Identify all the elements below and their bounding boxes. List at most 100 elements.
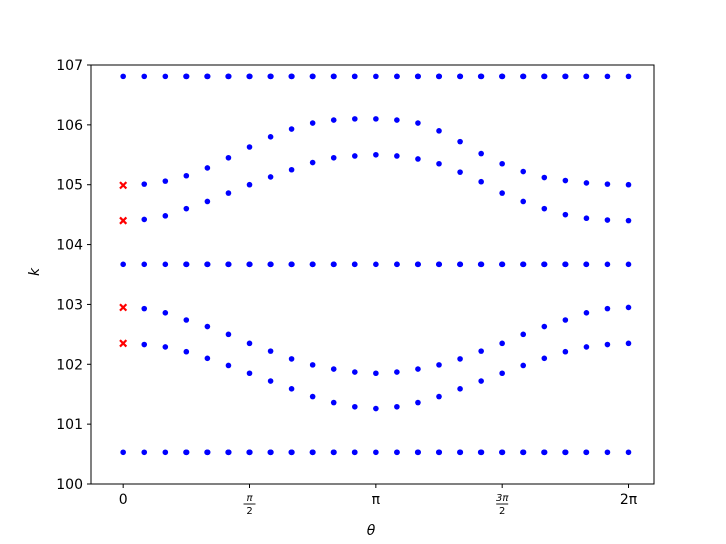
x-tick-label: π — [372, 492, 381, 508]
flat-band-point — [436, 449, 443, 456]
band-point — [204, 323, 211, 330]
band-point — [309, 362, 316, 368]
flat-band-point — [289, 261, 295, 268]
x-marker-point — [119, 181, 128, 190]
band-point — [204, 198, 211, 205]
band-point — [246, 370, 253, 377]
band-point — [225, 331, 232, 338]
flat-band-point — [499, 73, 506, 80]
band-point — [225, 190, 232, 196]
band-point — [583, 310, 590, 316]
band-point — [541, 355, 548, 362]
band-point — [478, 378, 484, 384]
band-point — [625, 304, 632, 311]
flat-band-point — [289, 449, 295, 456]
band-point — [183, 348, 190, 355]
band-point — [373, 116, 379, 122]
band-point — [436, 128, 442, 134]
band-point — [394, 403, 400, 410]
flat-band-point — [415, 449, 421, 456]
band-point — [394, 369, 400, 375]
flat-band-point — [541, 261, 548, 268]
flat-band-point — [141, 261, 148, 268]
band-point — [520, 362, 527, 369]
flat-band-point — [225, 73, 232, 80]
band-point — [583, 344, 590, 350]
flat-band-point — [373, 261, 379, 268]
band-point — [288, 356, 295, 362]
band-point — [625, 181, 632, 188]
flat-band-point — [204, 449, 211, 456]
band-point — [415, 366, 421, 372]
data-marks — [119, 73, 632, 456]
flat-band-point — [457, 261, 464, 268]
band-point — [457, 356, 463, 362]
flat-band-point — [478, 261, 485, 268]
band-point — [562, 317, 569, 323]
band-point — [499, 190, 505, 196]
band-point — [520, 168, 527, 175]
y-tick-label: 102 — [56, 357, 83, 373]
band-point — [457, 386, 463, 392]
flat-band-point — [625, 73, 632, 80]
band-point — [373, 151, 379, 158]
flat-band-point — [562, 73, 569, 80]
flat-band-point — [331, 261, 337, 268]
flat-band-point — [457, 449, 464, 456]
band-point — [562, 211, 569, 218]
x-tick-label: π2 — [243, 493, 256, 517]
flat-band-point — [541, 449, 548, 456]
x-axis-label: θ — [367, 523, 376, 539]
flat-band-point — [625, 261, 632, 268]
band-point — [309, 393, 316, 400]
y-tick-label: 104 — [56, 238, 83, 254]
axes-frame — [90, 64, 655, 485]
band-point — [373, 405, 379, 412]
band-point — [520, 198, 527, 205]
band-point — [309, 159, 316, 166]
band-point — [520, 331, 527, 338]
y-tick-label: 106 — [56, 118, 83, 134]
band-point — [225, 154, 232, 161]
flat-band-point — [289, 73, 295, 80]
band-point — [478, 150, 484, 157]
flat-band-point — [394, 73, 400, 80]
flat-band-point — [436, 73, 443, 80]
svg-text:2: 2 — [499, 506, 505, 517]
band-point — [162, 310, 169, 316]
flat-band-point — [352, 73, 358, 80]
band-point — [267, 378, 274, 384]
flat-band-point — [352, 261, 358, 268]
flat-band-point — [183, 73, 190, 80]
band-point — [394, 117, 400, 123]
band-point — [204, 355, 211, 362]
flat-band-point — [141, 73, 148, 80]
band-point — [457, 138, 463, 145]
band-point — [141, 341, 148, 348]
band-point — [583, 215, 590, 222]
band-point — [478, 178, 484, 185]
band-point — [457, 169, 463, 175]
svg-text:3π: 3π — [496, 493, 509, 504]
flat-band-point — [604, 449, 611, 456]
flat-band-point — [520, 261, 527, 268]
flat-band-point — [204, 261, 211, 268]
band-point — [162, 344, 169, 350]
band-point — [436, 393, 442, 400]
flat-band-point — [162, 73, 169, 80]
band-point — [267, 134, 274, 140]
band-point — [604, 181, 611, 187]
flat-band-point — [352, 449, 358, 456]
flat-band-point — [415, 261, 421, 268]
band-point — [541, 174, 548, 181]
band-point — [309, 120, 316, 126]
band-point — [183, 205, 190, 212]
band-point — [246, 181, 253, 188]
band-point — [141, 216, 148, 223]
flat-band-point — [310, 261, 316, 268]
band-point — [352, 153, 358, 159]
flat-band-point — [583, 261, 590, 268]
